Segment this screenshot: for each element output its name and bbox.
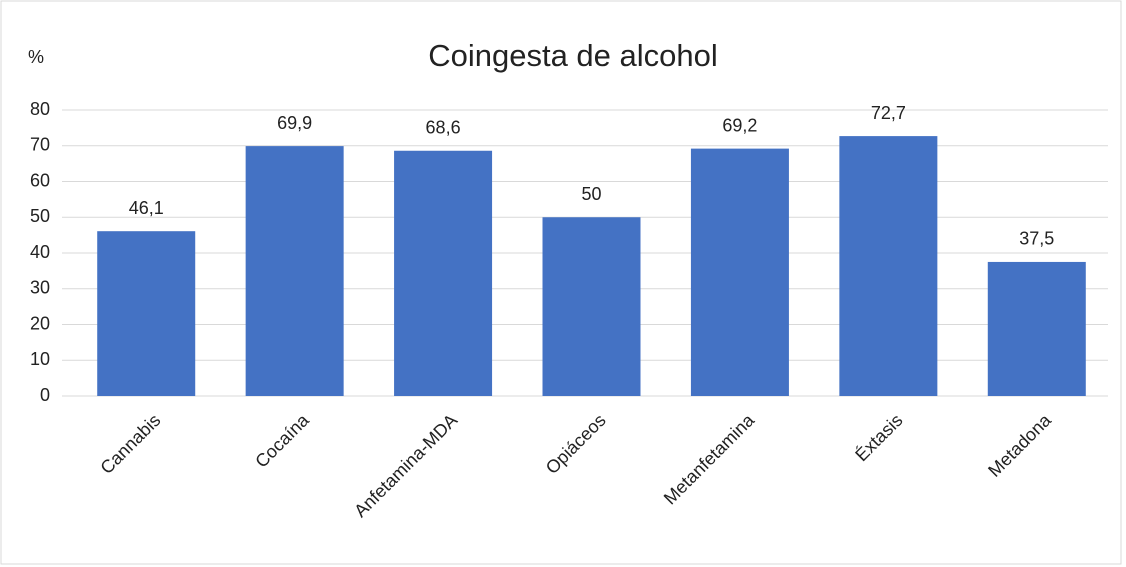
value-label: 72,7	[871, 103, 906, 123]
bar	[839, 136, 938, 396]
bar	[97, 231, 196, 396]
y-tick-label: 80	[30, 99, 50, 119]
chart-title: Coingesta de alcohol	[428, 38, 718, 73]
value-label: 68,6	[426, 118, 461, 138]
bar	[394, 150, 493, 396]
y-tick-label: 60	[30, 170, 50, 190]
value-label: 69,2	[722, 115, 757, 135]
y-tick-label: 10	[30, 349, 50, 369]
bar	[245, 146, 344, 396]
y-tick-label: 70	[30, 135, 50, 155]
y-tick-label: 0	[40, 385, 50, 405]
y-axis-label: %	[28, 47, 44, 67]
value-label: 37,5	[1019, 229, 1054, 249]
value-label: 69,9	[277, 113, 312, 133]
value-label: 50	[581, 184, 601, 204]
y-tick-label: 50	[30, 206, 50, 226]
y-tick-label: 30	[30, 278, 50, 298]
y-tick-label: 40	[30, 242, 50, 262]
bar	[987, 261, 1086, 396]
bar	[690, 148, 789, 396]
bar	[542, 217, 641, 396]
y-tick-label: 20	[30, 313, 50, 333]
value-label: 46,1	[129, 198, 164, 218]
